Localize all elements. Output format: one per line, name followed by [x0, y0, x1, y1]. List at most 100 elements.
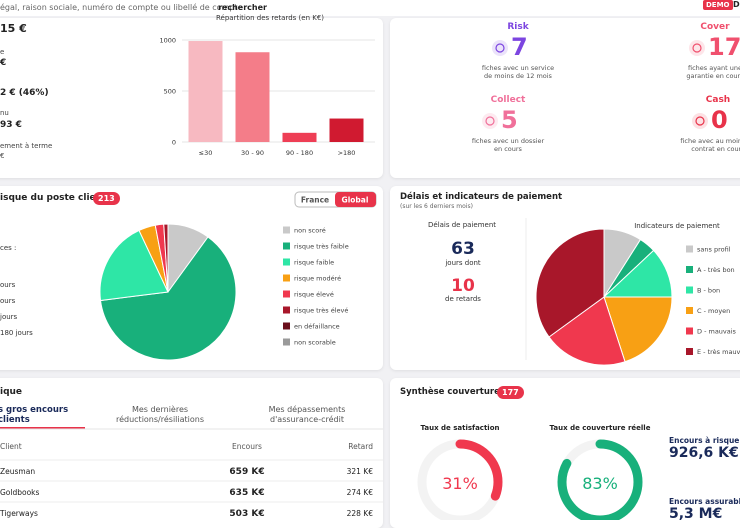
service-icon-glyph — [495, 43, 505, 53]
kpi-label: Encours assurable — [669, 497, 740, 506]
legend-swatch — [686, 307, 693, 314]
y-tick-label: 500 — [164, 88, 176, 96]
side-line: ours — [0, 281, 16, 289]
x-tick-label: ≤30 — [199, 149, 213, 157]
column-header: Encours — [232, 442, 262, 451]
service-value: 0 — [711, 106, 728, 134]
late-value: 10 — [451, 276, 475, 296]
service-text: fiches avec un dossier en cours — [471, 137, 545, 153]
bar — [329, 118, 364, 142]
legend-label: risque faible — [294, 259, 334, 267]
y-tick-label: 1000 — [159, 37, 176, 45]
pie-slice — [99, 236, 237, 361]
legend-swatch — [283, 226, 290, 234]
y-tick-label: 0 — [172, 139, 176, 147]
delay-title: Délais de paiement — [427, 221, 497, 229]
legend-label: B - bon — [697, 287, 720, 295]
service-text: fiche avec au moins un contrat en cours — [680, 137, 740, 153]
service-icon-glyph — [695, 116, 705, 126]
table-cell: 228 K€ — [347, 509, 374, 518]
legend-label: risque élevé — [294, 291, 334, 299]
summary-line: € — [0, 58, 7, 68]
legend-swatch — [686, 245, 693, 253]
user[interactable]: D — [733, 0, 740, 9]
legend-label: non scorable — [294, 339, 336, 347]
search-input[interactable]: égal, raison sociale, numéro de compte o… — [0, 3, 243, 12]
legend-label: E - très mauvais — [697, 348, 740, 356]
badge: 177 — [497, 386, 524, 399]
days-value: 63 — [451, 239, 475, 259]
legend-swatch — [686, 348, 693, 355]
table-cell: 503 K€ — [229, 509, 264, 519]
gauge-value: 31% — [442, 474, 478, 493]
toggle-option[interactable]: France — [301, 196, 329, 205]
legend-label: D - mauvais — [697, 328, 737, 336]
summary-line: nu — [0, 109, 9, 117]
table-cell: Goldbooks — [0, 488, 40, 497]
panel-title: Synthèse couverture — [400, 387, 500, 397]
service-icon-glyph — [692, 43, 702, 53]
bar — [282, 132, 317, 142]
side-line: ces : — [0, 244, 17, 252]
service-name: Cash — [705, 95, 731, 105]
legend-label: non scoré — [294, 227, 326, 235]
service-value: 5 — [501, 106, 518, 134]
legend-swatch — [283, 258, 290, 266]
summary-line: 15 € — [0, 22, 27, 35]
side-line: ours — [0, 297, 16, 305]
summary-line: e — [0, 48, 5, 56]
chart-title: Indicateurs de paiement — [634, 222, 720, 230]
panel-title: Délais et indicateurs de paiement — [400, 192, 563, 202]
panel-title: ique — [0, 387, 23, 397]
tab[interactable]: Mes dernières réductions/résiliations — [115, 405, 205, 424]
legend-label: en défaillance — [294, 323, 340, 331]
kpi-value: 926,6 K€ — [669, 445, 739, 461]
tab-underline — [0, 427, 85, 429]
panel-top-clients — [0, 378, 383, 528]
gauge-title: Taux de couverture réelle — [550, 424, 651, 432]
bar — [188, 41, 223, 142]
chart-title: Répartition des retards (en K€) — [216, 14, 324, 22]
x-tick-label: 30 - 90 — [241, 149, 264, 157]
service-text: fiches ayant une garantie en cours — [686, 64, 740, 80]
service-icon — [482, 113, 498, 129]
table-cell: 321 K€ — [347, 467, 374, 476]
tab[interactable]: Mes dépassements d'assurance-crédit — [268, 405, 346, 424]
gauge-arc — [417, 439, 503, 520]
service-icon — [492, 40, 508, 56]
x-tick-label: 90 - 180 — [286, 149, 313, 157]
pie-slice — [99, 229, 169, 302]
tab[interactable]: s gros encours clients — [0, 405, 69, 425]
service-icon-glyph — [485, 116, 495, 126]
legend-swatch — [283, 322, 290, 330]
legend-label: sans profil — [697, 246, 731, 254]
legend-swatch — [686, 327, 693, 335]
gauge-title: Taux de satisfaction — [421, 424, 500, 432]
legend-label: C - moyen — [697, 307, 730, 315]
badge: 213 — [93, 192, 120, 205]
pie-slice — [163, 223, 169, 293]
bar — [235, 52, 270, 142]
pie-slice — [603, 296, 673, 363]
service-icon — [689, 40, 705, 56]
legend-swatch — [283, 242, 290, 250]
search-button[interactable]: rechercher — [218, 3, 267, 12]
service-value: 177 — [708, 33, 740, 61]
toggle-option[interactable]: Global — [342, 196, 369, 205]
legend-swatch — [283, 306, 290, 314]
kpi-label: Encours à risque — [669, 436, 740, 445]
legend-label: risque modéré — [294, 275, 341, 283]
table-cell: 635 K€ — [229, 488, 264, 498]
column-header: Retard — [348, 442, 373, 451]
legend-swatch — [283, 338, 290, 346]
pie-slice — [535, 228, 605, 338]
service-name: Risk — [507, 22, 529, 32]
panel-services — [390, 18, 740, 178]
service-icon — [692, 113, 708, 129]
legend-label: A - très bon — [697, 266, 735, 274]
days-text: jours dont — [445, 259, 481, 267]
panel-title: isque du poste clients — [0, 193, 112, 203]
service-value: 7 — [511, 33, 528, 61]
legend-swatch — [686, 266, 693, 273]
